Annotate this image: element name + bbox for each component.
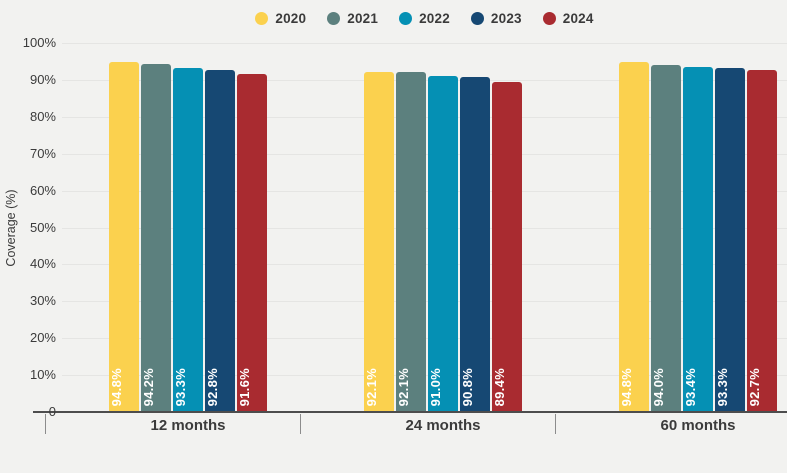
chart-legend: 2020 2021 2022 2023 2024 <box>62 8 787 28</box>
y-tick-label: 90% <box>29 71 56 87</box>
x-category-label-24-months: 24 months <box>405 417 481 434</box>
y-tick-label: 20% <box>29 330 56 346</box>
legend-label: 2021 <box>347 10 379 26</box>
bar-value-label: 94.8% <box>109 367 124 406</box>
legend-swatch-icon <box>542 11 556 25</box>
legend-swatch-icon <box>255 11 269 25</box>
x-category-label-60-months: 60 months <box>660 417 736 434</box>
legend-item-2024[interactable]: 2024 <box>542 10 594 26</box>
x-axis-separator <box>300 414 301 434</box>
legend-label: 2022 <box>419 10 450 26</box>
bar-2020-24-months[interactable]: 92.1% <box>364 72 394 412</box>
bar-2022-24-months[interactable]: 91.0% <box>428 76 458 412</box>
bar-2020-60-months[interactable]: 94.8% <box>619 62 649 412</box>
x-axis-separator <box>45 414 46 434</box>
legend-item-2020[interactable]: 2020 <box>255 11 306 26</box>
y-tick-label: 30% <box>29 293 56 309</box>
bar-value-label: 94.0% <box>651 367 666 406</box>
y-tick-label: 50% <box>29 219 56 235</box>
bar-2024-24-months[interactable]: 89.4% <box>492 82 522 412</box>
bar-value-label: 89.4% <box>492 367 507 406</box>
bar-2022-60-months[interactable]: 93.4% <box>683 67 713 412</box>
y-tick-label: 80% <box>29 108 56 124</box>
legend-label: 2024 <box>562 10 594 26</box>
bar-2023-60-months[interactable]: 93.3% <box>715 67 745 412</box>
x-axis-separator <box>555 414 556 434</box>
legend-label: 2020 <box>275 10 307 26</box>
y-tick-label: 40% <box>29 256 56 272</box>
legend-swatch-icon <box>327 11 341 25</box>
bar-2024-12-months[interactable]: 91.6% <box>237 74 267 412</box>
bar-2023-12-months[interactable]: 92.8% <box>205 69 235 412</box>
legend-label: 2023 <box>490 10 522 26</box>
bar-2021-60-months[interactable]: 94.0% <box>651 65 681 412</box>
legend-item-2023[interactable]: 2023 <box>470 10 522 26</box>
bar-value-label: 91.0% <box>428 367 443 406</box>
bar-value-label: 92.8% <box>205 367 220 406</box>
x-category-label-12-months: 12 months <box>150 417 226 434</box>
legend-item-2021[interactable]: 2021 <box>327 11 378 26</box>
bar-value-label: 94.8% <box>619 367 634 406</box>
bar-value-label: 93.3% <box>715 367 730 406</box>
bar-2024-60-months[interactable]: 92.7% <box>747 69 777 412</box>
bar-2021-12-months[interactable]: 94.2% <box>141 64 171 412</box>
bar-value-label: 94.2% <box>141 367 156 406</box>
plot-area: 94.8% 94.2% 93.3% 92.8% 91.6% 92.1% 92.1% 91.0%… <box>62 43 787 412</box>
bar-2022-12-months[interactable]: 93.3% <box>173 67 203 412</box>
y-tick-label: 0 <box>48 404 56 419</box>
bar-value-label: 91.6% <box>237 367 252 406</box>
legend-swatch-icon <box>470 11 484 25</box>
bar-value-label: 92.1% <box>396 367 411 406</box>
y-tick-label: 70% <box>29 145 56 161</box>
bar-2020-12-months[interactable]: 94.8% <box>109 62 139 412</box>
bar-value-label: 92.7% <box>747 367 762 406</box>
y-tick-label: 100% <box>22 35 56 50</box>
y-tick-label: 60% <box>29 182 56 198</box>
bar-value-label: 92.1% <box>364 367 379 406</box>
bar-2023-24-months[interactable]: 90.8% <box>460 76 490 412</box>
y-tick-label: 10% <box>29 367 56 383</box>
legend-item-2022[interactable]: 2022 <box>399 11 450 26</box>
bar-value-label: 90.8% <box>460 367 475 406</box>
bar-2021-24-months[interactable]: 92.1% <box>396 72 426 412</box>
bar-value-label: 93.3% <box>173 367 188 406</box>
gridline <box>62 43 787 44</box>
legend-swatch-icon <box>399 11 413 25</box>
x-axis-line <box>33 411 787 413</box>
bar-value-label: 93.4% <box>683 367 698 406</box>
